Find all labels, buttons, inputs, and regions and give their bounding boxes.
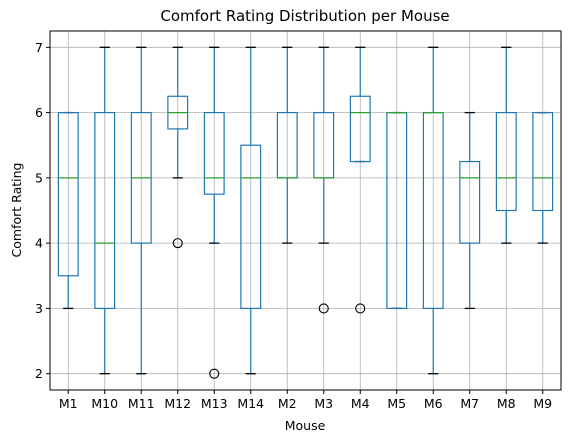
- x-tick-label: M8: [497, 396, 516, 411]
- box-m12: [167, 46, 189, 249]
- y-tick-label: 2: [35, 366, 43, 381]
- box-m9: [532, 111, 554, 244]
- box-m10: [94, 46, 116, 375]
- iqr-box: [57, 111, 79, 277]
- box-m1: [57, 111, 79, 310]
- x-tick-label: M10: [91, 396, 118, 411]
- outlier-point: [172, 238, 183, 249]
- chart-title: Comfort Rating Distribution per Mouse: [160, 7, 449, 25]
- box-m4: [349, 46, 371, 314]
- box-m13: [203, 46, 225, 379]
- iqr-box: [240, 144, 262, 310]
- x-tick-label: M12: [164, 396, 191, 411]
- x-tick-label: M3: [314, 396, 333, 411]
- x-tick-label: M13: [201, 396, 228, 411]
- iqr-box: [203, 111, 225, 195]
- grid-lines: [50, 31, 561, 390]
- y-tick-label: 5: [35, 170, 43, 185]
- iqr-box: [459, 160, 481, 244]
- outlier-point: [355, 303, 366, 314]
- x-tick-label: M9: [533, 396, 552, 411]
- outlier-point: [318, 303, 329, 314]
- y-axis-label: Comfort Rating: [9, 163, 24, 258]
- box-m7: [459, 111, 481, 310]
- y-tick-label: 3: [35, 301, 43, 316]
- y-tick-label: 6: [35, 105, 43, 120]
- boxes-layer: [57, 46, 554, 379]
- box-m5: [386, 111, 408, 310]
- iqr-box: [349, 95, 371, 163]
- box-m8: [495, 46, 517, 244]
- box-m14: [240, 46, 262, 375]
- iqr-box: [94, 111, 116, 310]
- box-m11: [130, 46, 152, 375]
- x-tick-label: M6: [424, 396, 443, 411]
- plot-frame: [49, 30, 562, 391]
- x-tick-label: M14: [237, 396, 264, 411]
- box-m2: [276, 46, 298, 244]
- outlier-point: [209, 368, 220, 379]
- box-m6: [422, 46, 444, 375]
- x-axis-label: Mouse: [285, 418, 326, 433]
- x-tick-label: M2: [278, 396, 297, 411]
- x-tick-label: M11: [128, 396, 155, 411]
- y-tick-label: 7: [35, 40, 43, 55]
- x-tick-label: M1: [59, 396, 78, 411]
- box-m3: [313, 46, 335, 314]
- x-tick-label: M5: [387, 396, 406, 411]
- axes: 2 3 4 5 6 7 M1 M10 M11 M12 M13 M14 M2 M3 M4 M5 M6 M7 M8 M9: [35, 30, 562, 411]
- iqr-box: [495, 111, 517, 212]
- x-tick-label: M4: [351, 396, 370, 411]
- iqr-box: [532, 111, 554, 212]
- x-tick-label: M7: [460, 396, 479, 411]
- y-tick-label: 4: [35, 236, 43, 251]
